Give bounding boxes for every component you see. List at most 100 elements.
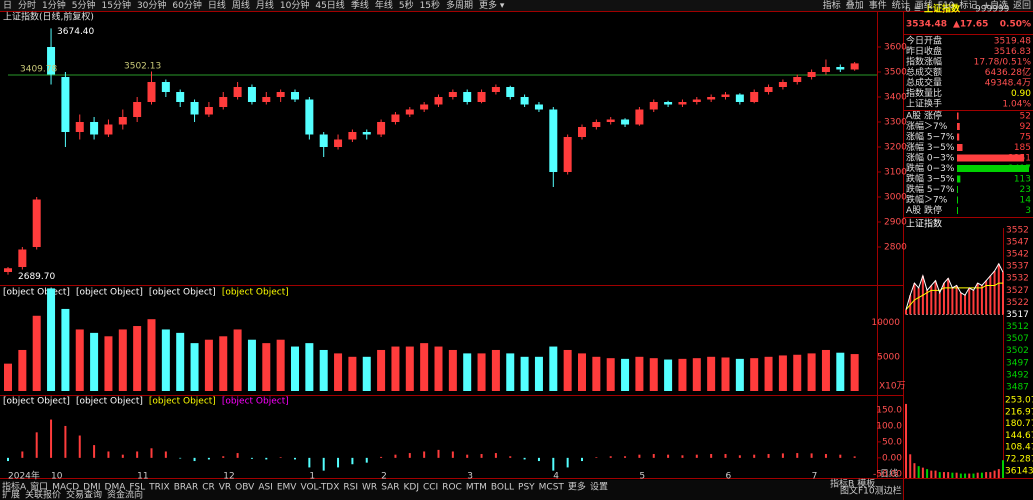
date-label: 4 <box>553 472 559 482</box>
tab[interactable]: EMV <box>277 483 297 493</box>
tab[interactable]: 窗口 <box>30 481 48 493</box>
volume-header[interactable]: [object Object] <box>149 288 216 298</box>
toolbar-item[interactable]: 15分钟 <box>102 0 131 11</box>
tab[interactable]: 更多 <box>568 481 586 493</box>
breadth-label: 跌幅＞7% <box>906 194 948 206</box>
y-tick-label: 3200 <box>884 143 907 153</box>
toolbar-item[interactable]: 标记 <box>959 0 977 11</box>
tab[interactable]: MTM <box>466 483 487 493</box>
volume-bar <box>850 354 859 391</box>
mini-tick: 3507 <box>1006 334 1029 344</box>
toolbar-item[interactable]: F10 <box>938 1 955 11</box>
tab[interactable]: SAR <box>381 483 399 493</box>
tab[interactable]: DMI <box>83 483 100 493</box>
tab[interactable]: MACD <box>52 483 79 493</box>
period-label[interactable]: 日线 <box>880 468 898 480</box>
toolbar-item[interactable]: 更多 ▾ <box>479 0 505 11</box>
toolbar-item[interactable]: 指标 <box>823 0 841 11</box>
volume-bar <box>291 346 299 391</box>
toolbar-item[interactable]: 分时 <box>18 0 36 11</box>
toolbar-item[interactable]: 年线 <box>375 0 393 11</box>
date-label: 5 <box>639 472 645 482</box>
volume-header[interactable]: [object Object] <box>76 288 143 298</box>
toolbar-item[interactable]: 5分钟 <box>72 0 96 11</box>
toolbar-item[interactable]: 30分钟 <box>137 0 166 11</box>
volume-bar <box>692 358 701 391</box>
stat-value: 6436.28亿 <box>985 66 1031 78</box>
tab[interactable]: 指标A <box>2 481 27 493</box>
tab[interactable]: VR <box>219 483 231 493</box>
volume-bar <box>434 346 443 391</box>
toolbar-item[interactable]: 返回 <box>1013 0 1031 11</box>
toolbar-item[interactable]: 15秒 <box>420 0 440 11</box>
volume-header[interactable]: [object Object] <box>222 288 289 298</box>
candle-body <box>448 92 457 97</box>
candle-body <box>721 94 730 97</box>
quote-menu[interactable]: 6 ≡ <box>905 5 921 15</box>
candle-body <box>850 63 859 70</box>
tab[interactable]: RSI <box>343 483 358 493</box>
toolbar-item[interactable]: 10分钟 <box>280 0 309 11</box>
tab[interactable]: BRAR <box>174 483 198 493</box>
toolbar-item[interactable]: 月线 <box>256 0 274 11</box>
side-bottom[interactable]: 图文F10测边栏 <box>840 485 902 497</box>
macd-header[interactable]: [object Object] <box>76 397 143 407</box>
tab[interactable]: TRIX <box>148 483 170 493</box>
tab[interactable]: VOL-TDX <box>300 483 339 493</box>
tab[interactable]: MCST <box>539 483 565 493</box>
toolbar-item[interactable]: 统计 <box>892 0 910 11</box>
candle-body <box>305 99 314 135</box>
candle-body <box>520 97 529 105</box>
tab[interactable]: 指标B <box>830 478 854 490</box>
tab[interactable]: ASI <box>258 483 273 493</box>
tab[interactable]: CCI <box>423 483 438 493</box>
toolbar-item[interactable]: +自选 <box>982 0 1008 11</box>
high-label: 3674.40 <box>57 27 94 37</box>
y-tick-label: 3400 <box>884 93 907 103</box>
date-label: 2 <box>381 472 387 482</box>
toolbar-item[interactable]: 日线 <box>208 0 226 11</box>
tab[interactable]: ROC <box>442 483 462 493</box>
candle-body <box>90 122 99 135</box>
tab[interactable]: 交易查询 <box>66 489 102 500</box>
toolbar-item[interactable]: 事件 <box>869 0 887 11</box>
toolbar-item[interactable]: 画线 <box>915 0 933 11</box>
tab[interactable]: 模板 <box>857 478 875 490</box>
mini-tick: 3532 <box>1006 274 1029 284</box>
candle-body <box>176 92 185 102</box>
toolbar-item[interactable]: 日 <box>3 0 12 11</box>
toolbar-item[interactable]: 多周期 <box>446 0 473 11</box>
volume-bar <box>4 363 12 391</box>
toolbar-item[interactable]: 叠加 <box>846 0 864 11</box>
toolbar-item[interactable]: 1分钟 <box>42 0 66 11</box>
tab[interactable]: BOLL <box>491 483 514 493</box>
tab[interactable]: OBV <box>235 483 255 493</box>
tab[interactable]: FSL <box>129 483 145 493</box>
candle-body <box>190 102 199 115</box>
tab[interactable]: PSY <box>518 483 535 493</box>
macd-header[interactable]: [object Object] <box>3 397 70 407</box>
tab[interactable]: WR <box>362 483 377 493</box>
tab[interactable]: 设置 <box>590 482 608 493</box>
macd-header[interactable]: [object Object] <box>149 397 216 407</box>
volume-header[interactable]: [object Object] <box>3 288 70 298</box>
toolbar-item[interactable]: 60分钟 <box>172 0 201 11</box>
tab[interactable]: 关联报价 <box>25 489 61 500</box>
tab[interactable]: KDJ <box>403 483 419 493</box>
toolbar-item[interactable]: 5秒 <box>399 0 414 11</box>
tab[interactable]: DMA <box>105 483 127 493</box>
macd-header[interactable]: [object Object] <box>222 397 289 407</box>
volume-bar <box>32 315 41 391</box>
tab[interactable]: 资金流向 <box>107 489 143 500</box>
mini-volume-label: 180.77 <box>1005 419 1033 429</box>
volume-bar <box>90 332 99 391</box>
stat-label: 总成交额 <box>906 66 942 78</box>
tab[interactable]: CR <box>202 483 215 493</box>
toolbar-item[interactable]: 45日线 <box>315 0 344 11</box>
toolbar-item[interactable]: 季线 <box>351 0 369 11</box>
mini-tick: 3512 <box>1006 322 1029 332</box>
toolbar-item[interactable]: 周线 <box>232 0 250 11</box>
breadth-bar <box>957 196 958 204</box>
panel-borders <box>0 11 1033 500</box>
tab[interactable]: 扩展 <box>2 489 20 500</box>
